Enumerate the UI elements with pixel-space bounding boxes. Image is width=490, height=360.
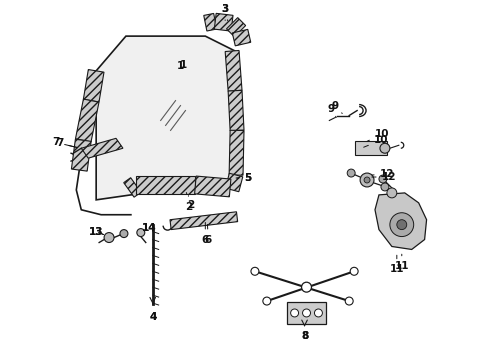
Polygon shape — [83, 69, 104, 102]
Text: 14: 14 — [142, 222, 156, 233]
Text: 4: 4 — [149, 312, 156, 322]
Text: 9: 9 — [332, 100, 342, 113]
Polygon shape — [225, 50, 242, 91]
Circle shape — [397, 220, 407, 230]
Text: 7: 7 — [56, 138, 77, 148]
Polygon shape — [225, 173, 243, 192]
Text: 7: 7 — [52, 137, 77, 148]
Text: 2: 2 — [185, 196, 192, 212]
Text: 13: 13 — [89, 226, 103, 237]
Polygon shape — [72, 139, 91, 171]
Circle shape — [315, 309, 322, 317]
Circle shape — [364, 177, 370, 183]
Polygon shape — [228, 90, 244, 131]
Text: 9: 9 — [328, 104, 336, 117]
Polygon shape — [170, 212, 238, 230]
Bar — [355, 141, 387, 155]
Circle shape — [381, 183, 389, 191]
Text: 13: 13 — [89, 226, 103, 237]
Circle shape — [291, 309, 298, 317]
Text: 4: 4 — [149, 312, 156, 322]
Text: 12: 12 — [372, 169, 394, 179]
Text: 10: 10 — [364, 135, 388, 147]
Polygon shape — [229, 130, 244, 175]
Text: 14: 14 — [142, 222, 156, 233]
Polygon shape — [123, 178, 141, 197]
Circle shape — [301, 282, 312, 292]
Text: 11: 11 — [394, 254, 409, 271]
Text: 1: 1 — [177, 61, 184, 71]
Circle shape — [345, 297, 353, 305]
Polygon shape — [136, 176, 196, 194]
Polygon shape — [375, 193, 427, 249]
Text: 6: 6 — [202, 222, 209, 244]
Circle shape — [120, 230, 128, 238]
Text: 3: 3 — [221, 4, 229, 21]
Circle shape — [251, 267, 259, 275]
Text: 10: 10 — [367, 129, 389, 141]
Text: 5: 5 — [236, 173, 251, 183]
Circle shape — [104, 233, 114, 243]
Bar — [287, 302, 326, 324]
Text: 2: 2 — [186, 193, 194, 210]
Circle shape — [350, 267, 358, 275]
Text: 1: 1 — [180, 60, 187, 70]
Circle shape — [380, 143, 390, 153]
Polygon shape — [226, 18, 245, 37]
Text: 3: 3 — [221, 4, 229, 21]
Circle shape — [263, 297, 271, 305]
Polygon shape — [232, 30, 251, 46]
Polygon shape — [96, 36, 235, 200]
Text: 8: 8 — [301, 331, 308, 341]
Circle shape — [347, 169, 355, 177]
Polygon shape — [204, 13, 217, 31]
Circle shape — [137, 229, 145, 237]
Polygon shape — [214, 13, 233, 31]
Text: 8: 8 — [301, 331, 308, 341]
Circle shape — [302, 309, 311, 317]
Circle shape — [360, 173, 374, 187]
Text: 11: 11 — [390, 255, 404, 274]
Circle shape — [390, 213, 414, 237]
Polygon shape — [81, 138, 123, 158]
Circle shape — [379, 175, 387, 183]
Polygon shape — [75, 99, 99, 142]
Text: 6: 6 — [205, 224, 212, 244]
Text: 12: 12 — [372, 172, 396, 182]
Text: 5: 5 — [237, 173, 251, 183]
Circle shape — [387, 188, 397, 198]
Polygon shape — [195, 176, 231, 197]
